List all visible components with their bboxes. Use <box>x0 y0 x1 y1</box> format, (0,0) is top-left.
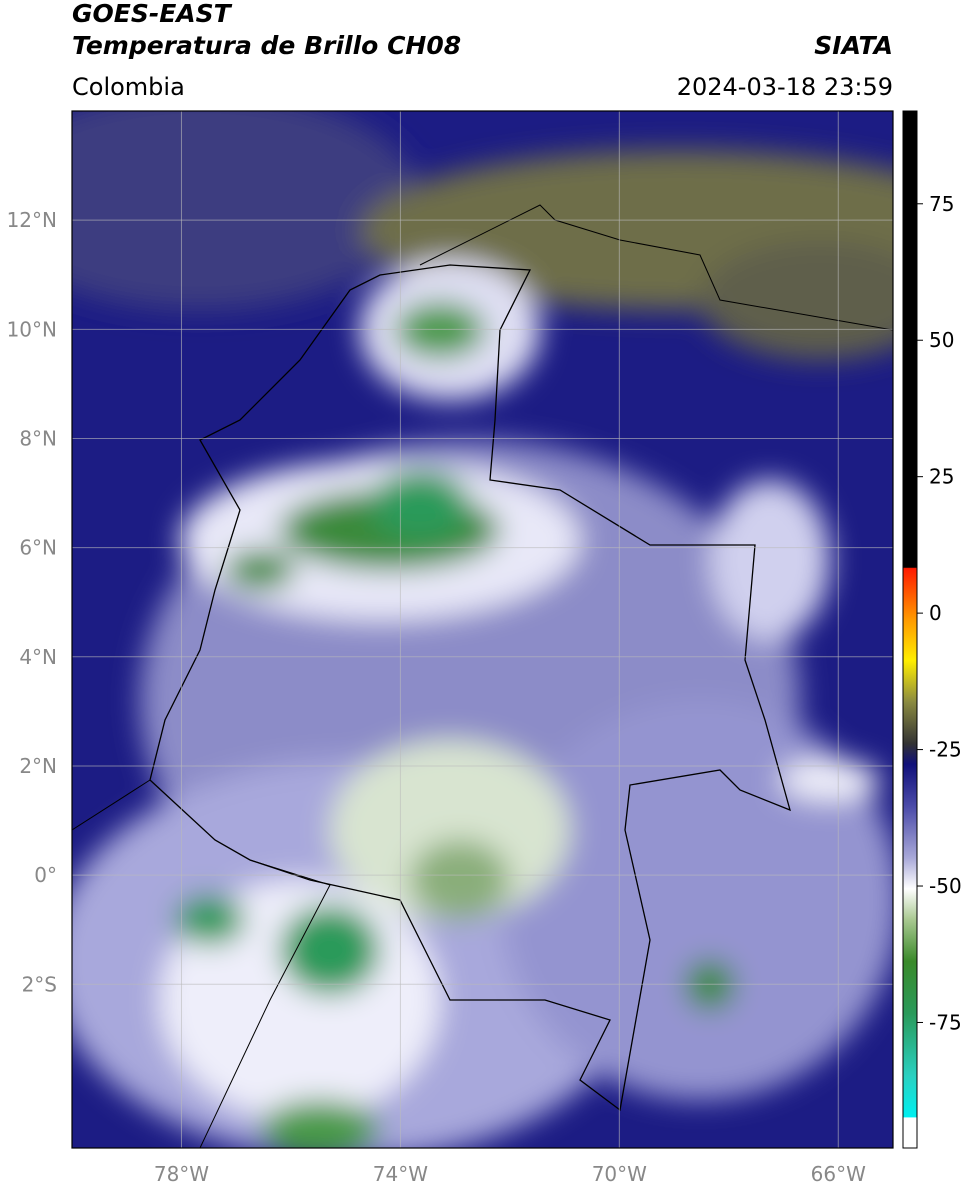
y-tick-label: 10°N <box>7 317 57 341</box>
y-tick-label: 0° <box>34 863 57 887</box>
y-tick-label: 8°N <box>19 426 57 450</box>
colorbar-tick-label: -75 <box>929 1010 962 1034</box>
x-tick-label: 74°W <box>373 1162 428 1186</box>
colorbar-tick-label: 25 <box>929 465 954 489</box>
y-tick-label: 4°N <box>19 645 57 669</box>
satellite-image <box>72 111 893 1148</box>
x-tick-label: 70°W <box>592 1162 647 1186</box>
y-tick-label: 2°N <box>19 754 57 778</box>
map-frame <box>71 110 894 1149</box>
source: SIATA <box>814 31 893 60</box>
x-tick-label: 66°W <box>811 1162 866 1186</box>
colorbar-tick-label: 50 <box>929 328 954 352</box>
region: Colombia <box>72 73 185 101</box>
colorbar-tick-label: -50 <box>929 874 962 898</box>
colorbar-tick-label: 0 <box>929 601 942 625</box>
y-tick-label: 12°N <box>7 208 57 232</box>
graticule <box>72 111 893 1148</box>
colorbar-tick-label: -25 <box>929 738 962 762</box>
y-tick-label: 2°S <box>22 972 57 996</box>
colorbar <box>902 110 918 1149</box>
x-tick-label: 78°W <box>154 1162 209 1186</box>
title: GOES-EAST <box>72 0 233 28</box>
timestamp: 2024-03-18 23:59 <box>677 73 893 101</box>
colorbar-tick-label: 75 <box>929 192 954 216</box>
subtitle: Temperatura de Brillo CH08 <box>72 31 461 60</box>
y-tick-label: 6°N <box>19 536 57 560</box>
